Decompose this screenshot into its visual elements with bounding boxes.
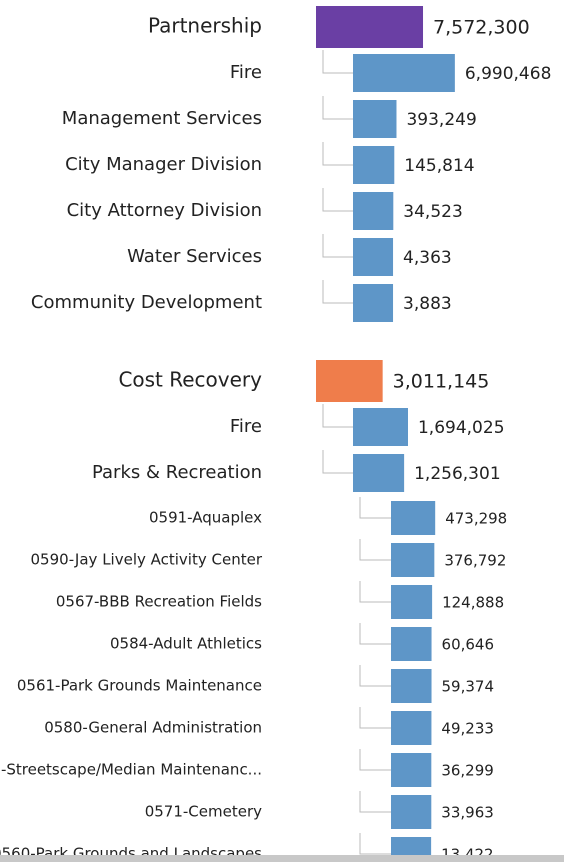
item-value: 4,363 [403,248,452,268]
connector [359,665,391,687]
connector [322,96,353,120]
item-bar [353,238,394,276]
sub-item-label: 0571-Cemetery [145,803,262,821]
item-bar [353,54,455,92]
sub-item-bar [391,501,436,535]
item-label: Parks & Recreation [92,462,262,483]
item-label: Water Services [127,246,262,267]
sub-item-label: 0580-General Administration [44,719,262,737]
sub-item-bar [391,669,432,703]
sub-item-value: 376,792 [444,552,506,570]
item-bar [353,454,405,492]
connector [322,50,353,74]
connector [359,539,391,561]
connector [322,450,353,474]
sub-item-value: 49,233 [441,720,494,738]
item-label: Fire [230,62,262,83]
sub-item-value: 33,963 [441,804,494,822]
sub-item-bar [391,585,433,619]
group-label: Cost Recovery [118,368,262,392]
connector [322,280,353,304]
sub-item-value: 59,374 [442,678,495,696]
item-value: 6,990,468 [465,64,552,84]
sub-item-value: 473,298 [445,510,507,528]
group-label: Partnership [148,14,262,38]
sub-item-value: 124,888 [442,594,504,612]
sub-item-label: 0567-BBB Recreation Fields [56,593,262,611]
connector [359,497,391,519]
sub-item-bar [391,795,432,829]
connector [322,234,353,258]
item-value: 1,256,301 [414,464,501,484]
item-bar [353,408,408,446]
connector [359,707,391,729]
group-value: 3,011,145 [393,371,490,393]
sub-item-label: 0583-Streetscape/Median Maintenanc... [0,761,262,779]
connector [322,142,353,166]
connector [359,749,391,771]
item-value: 3,883 [403,294,452,314]
item-bar [353,284,394,322]
item-bar [353,146,395,184]
item-label: Management Services [62,108,262,129]
group-bar [316,6,424,48]
item-bar [353,192,394,230]
item-value: 1,694,025 [418,418,505,438]
sub-item-label: 0584-Adult Athletics [110,635,262,653]
connector [359,833,391,855]
sub-item-bar [391,627,432,661]
sub-item-label: 0590-Jay Lively Activity Center [31,551,263,569]
item-label: Community Development [31,292,262,313]
sub-item-bar [391,543,435,577]
connector [359,623,391,645]
item-value: 145,814 [404,156,474,176]
sub-item-label: 0591-Aquaplex [149,509,262,527]
item-bar [353,100,397,138]
sub-item-bar [391,753,432,787]
scrollbar [0,855,564,862]
group-value: 7,572,300 [433,17,530,39]
sub-item-value: 60,646 [442,636,495,654]
sub-item-label: 0561-Park Grounds Maintenance [17,677,262,695]
item-label: City Manager Division [65,154,262,175]
sub-item-value: 36,299 [441,762,494,780]
item-value: 34,523 [403,202,462,222]
item-value: 393,249 [406,110,476,130]
item-label: Fire [230,416,262,437]
connector [359,581,391,603]
item-label: City Attorney Division [67,200,262,221]
group-bar [316,360,383,402]
connector [322,404,353,428]
connector [322,188,353,212]
connector [359,791,391,813]
sub-item-bar [391,711,432,745]
